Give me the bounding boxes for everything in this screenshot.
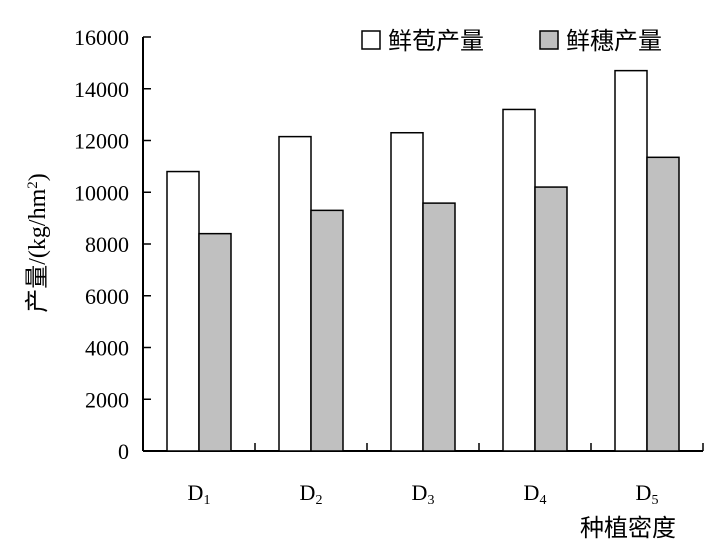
legend-swatch <box>539 30 559 50</box>
bar-series-0 <box>278 135 312 452</box>
category-labels: D1 D2 D3 D4 D5 <box>188 480 659 508</box>
bar-series-0 <box>166 170 200 452</box>
y-axis: 0 2000 4000 6000 8000 10000 12000 14000 16000 <box>74 25 151 464</box>
bar-series-1 <box>198 232 232 452</box>
legend-swatch <box>361 30 381 50</box>
y-tick-label: 12000 <box>74 129 129 154</box>
bar-series-1 <box>422 202 456 452</box>
x-tick-label: D3 <box>412 480 435 508</box>
x-tick-label: D1 <box>188 480 211 508</box>
y-tick-label: 16000 <box>74 25 129 50</box>
x-tick-label: D4 <box>524 480 547 508</box>
legend: 鲜苞产量 鲜穗产量 <box>361 28 662 55</box>
y-tick-label: 0 <box>118 439 129 464</box>
bar-series-1 <box>310 209 344 452</box>
bar-series-1 <box>646 156 680 452</box>
x-axis-title: 种植密度 <box>580 515 676 542</box>
y-tick-label: 10000 <box>74 180 129 205</box>
bar-series-0 <box>614 69 648 452</box>
bar-series-0 <box>390 131 424 452</box>
legend-label: 鲜穗产量 <box>566 28 662 55</box>
bar-series-0 <box>502 108 536 452</box>
legend-label: 鲜苞产量 <box>388 28 484 55</box>
y-axis-title: 产量/(kg/hm2) <box>24 173 51 313</box>
bar-series-1 <box>534 186 568 452</box>
bars <box>166 69 680 452</box>
x-tick-label: D5 <box>636 480 659 508</box>
y-tick-label: 4000 <box>85 336 129 361</box>
y-tick-label: 6000 <box>85 284 129 309</box>
legend-item-1: 鲜穗产量 <box>539 28 662 55</box>
y-tick-label: 2000 <box>85 387 129 412</box>
y-tick-label: 8000 <box>85 232 129 257</box>
legend-item-0: 鲜苞产量 <box>361 28 484 55</box>
y-tick-label: 14000 <box>74 77 129 102</box>
x-tick-label: D2 <box>300 480 323 508</box>
